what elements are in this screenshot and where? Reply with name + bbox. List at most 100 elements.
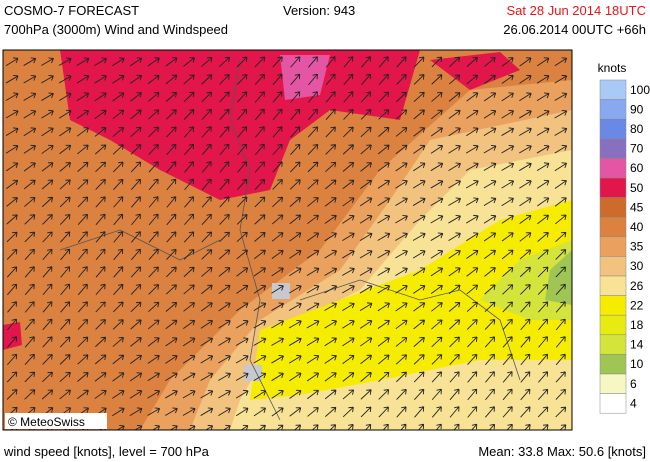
- arrow-shape: [131, 196, 141, 208]
- wind-arrow: [520, 318, 531, 331]
- wind-arrow: [166, 266, 177, 278]
- legend-swatch: [599, 216, 627, 238]
- wind-arrow: [42, 266, 53, 278]
- legend-swatch: [599, 275, 627, 296]
- wind-arrow: [342, 372, 355, 382]
- arrow-shape: [148, 161, 159, 173]
- wind-arrow: [24, 389, 36, 400]
- wind-arrow: [219, 108, 230, 121]
- arrow-shape: [554, 144, 568, 154]
- arrow-shape: [148, 109, 160, 120]
- wind-arrow: [148, 126, 160, 138]
- wind-arrow: [413, 127, 426, 137]
- wind-arrow: [485, 371, 495, 383]
- wind-arrow: [395, 232, 408, 241]
- arrow-shape: [41, 196, 53, 208]
- arrow-shape: [58, 92, 72, 102]
- wind-arrow: [41, 74, 54, 84]
- wind-arrow: [501, 109, 514, 119]
- arrow-shape: [7, 318, 17, 331]
- region-10-14: [545, 250, 572, 305]
- wind-arrow: [147, 407, 161, 416]
- arrow-shape: [520, 406, 531, 418]
- wind-arrow: [183, 249, 195, 260]
- wind-arrow: [308, 73, 318, 86]
- wind-arrow: [395, 162, 408, 172]
- legend-label: 14: [630, 338, 644, 352]
- wind-arrow: [95, 179, 106, 190]
- wind-arrow: [395, 354, 408, 365]
- wind-arrow: [307, 179, 319, 190]
- arrow-shape: [166, 178, 177, 191]
- arrow-shape: [112, 301, 124, 313]
- wind-arrow: [430, 162, 444, 172]
- wind-arrow: [272, 143, 283, 156]
- wind-arrow: [77, 196, 89, 208]
- arrow-shape: [42, 318, 53, 331]
- arrow-shape: [165, 354, 178, 364]
- wind-arrow: [413, 284, 426, 294]
- arrow-shape: [42, 371, 53, 383]
- wind-arrow: [5, 144, 19, 154]
- arrow-shape: [395, 284, 408, 294]
- arrow-shape: [377, 197, 391, 207]
- arrow-shape: [307, 407, 319, 417]
- wind-arrow: [448, 162, 461, 171]
- arrow-shape: [166, 248, 177, 260]
- wind-arrow: [59, 162, 71, 172]
- wind-arrow: [201, 213, 212, 225]
- wind-arrow: [271, 337, 284, 346]
- wind-arrow: [200, 319, 213, 329]
- wind-arrow: [24, 248, 35, 260]
- wind-arrow: [23, 109, 37, 119]
- arrow-shape: [431, 406, 442, 418]
- wind-arrow: [41, 144, 54, 154]
- arrow-shape: [325, 126, 336, 138]
- arrow-shape: [76, 92, 90, 102]
- wind-arrow: [485, 388, 495, 401]
- arrow-shape: [5, 74, 19, 84]
- arrow-shape: [201, 108, 212, 120]
- wind-arrow: [148, 213, 159, 226]
- wind-arrow: [466, 284, 479, 295]
- arrow-shape: [59, 354, 71, 365]
- arrow-shape: [165, 109, 177, 120]
- arrow-shape: [308, 73, 318, 86]
- wind-arrow: [184, 213, 195, 226]
- arrow-shape: [449, 353, 460, 365]
- arrow-shape: [342, 162, 355, 172]
- wind-arrow: [288, 337, 302, 346]
- wind-arrow: [253, 302, 267, 312]
- wind-arrow: [60, 248, 71, 261]
- wind-arrow: [520, 336, 531, 348]
- wind-arrow: [395, 302, 408, 312]
- arrow-shape: [501, 197, 514, 207]
- arrow-shape: [113, 231, 124, 243]
- arrow-shape: [536, 57, 550, 67]
- wind-arrow: [218, 337, 231, 347]
- arrow-shape: [200, 337, 214, 347]
- arrow-shape: [41, 127, 54, 137]
- wind-arrow: [502, 406, 513, 418]
- wind-arrow: [42, 248, 53, 261]
- wind-arrow: [448, 284, 461, 295]
- wind-arrow: [501, 92, 514, 102]
- arrow-shape: [430, 162, 444, 172]
- arrow-shape: [377, 319, 390, 329]
- wind-arrow: [7, 301, 17, 313]
- wind-arrow: [165, 91, 177, 102]
- wind-arrow: [183, 109, 195, 120]
- arrow-shape: [42, 266, 53, 278]
- wind-arrow: [360, 337, 373, 347]
- wind-arrow: [395, 144, 408, 155]
- wind-arrow: [466, 56, 478, 67]
- wind-arrow: [519, 127, 532, 136]
- arrow-shape: [77, 336, 89, 348]
- wind-arrow: [183, 284, 195, 295]
- wind-arrow: [448, 302, 461, 312]
- legend-label: 60: [630, 161, 644, 175]
- arrow-shape: [95, 196, 106, 208]
- arrow-shape: [324, 319, 338, 329]
- arrow-shape: [395, 302, 408, 312]
